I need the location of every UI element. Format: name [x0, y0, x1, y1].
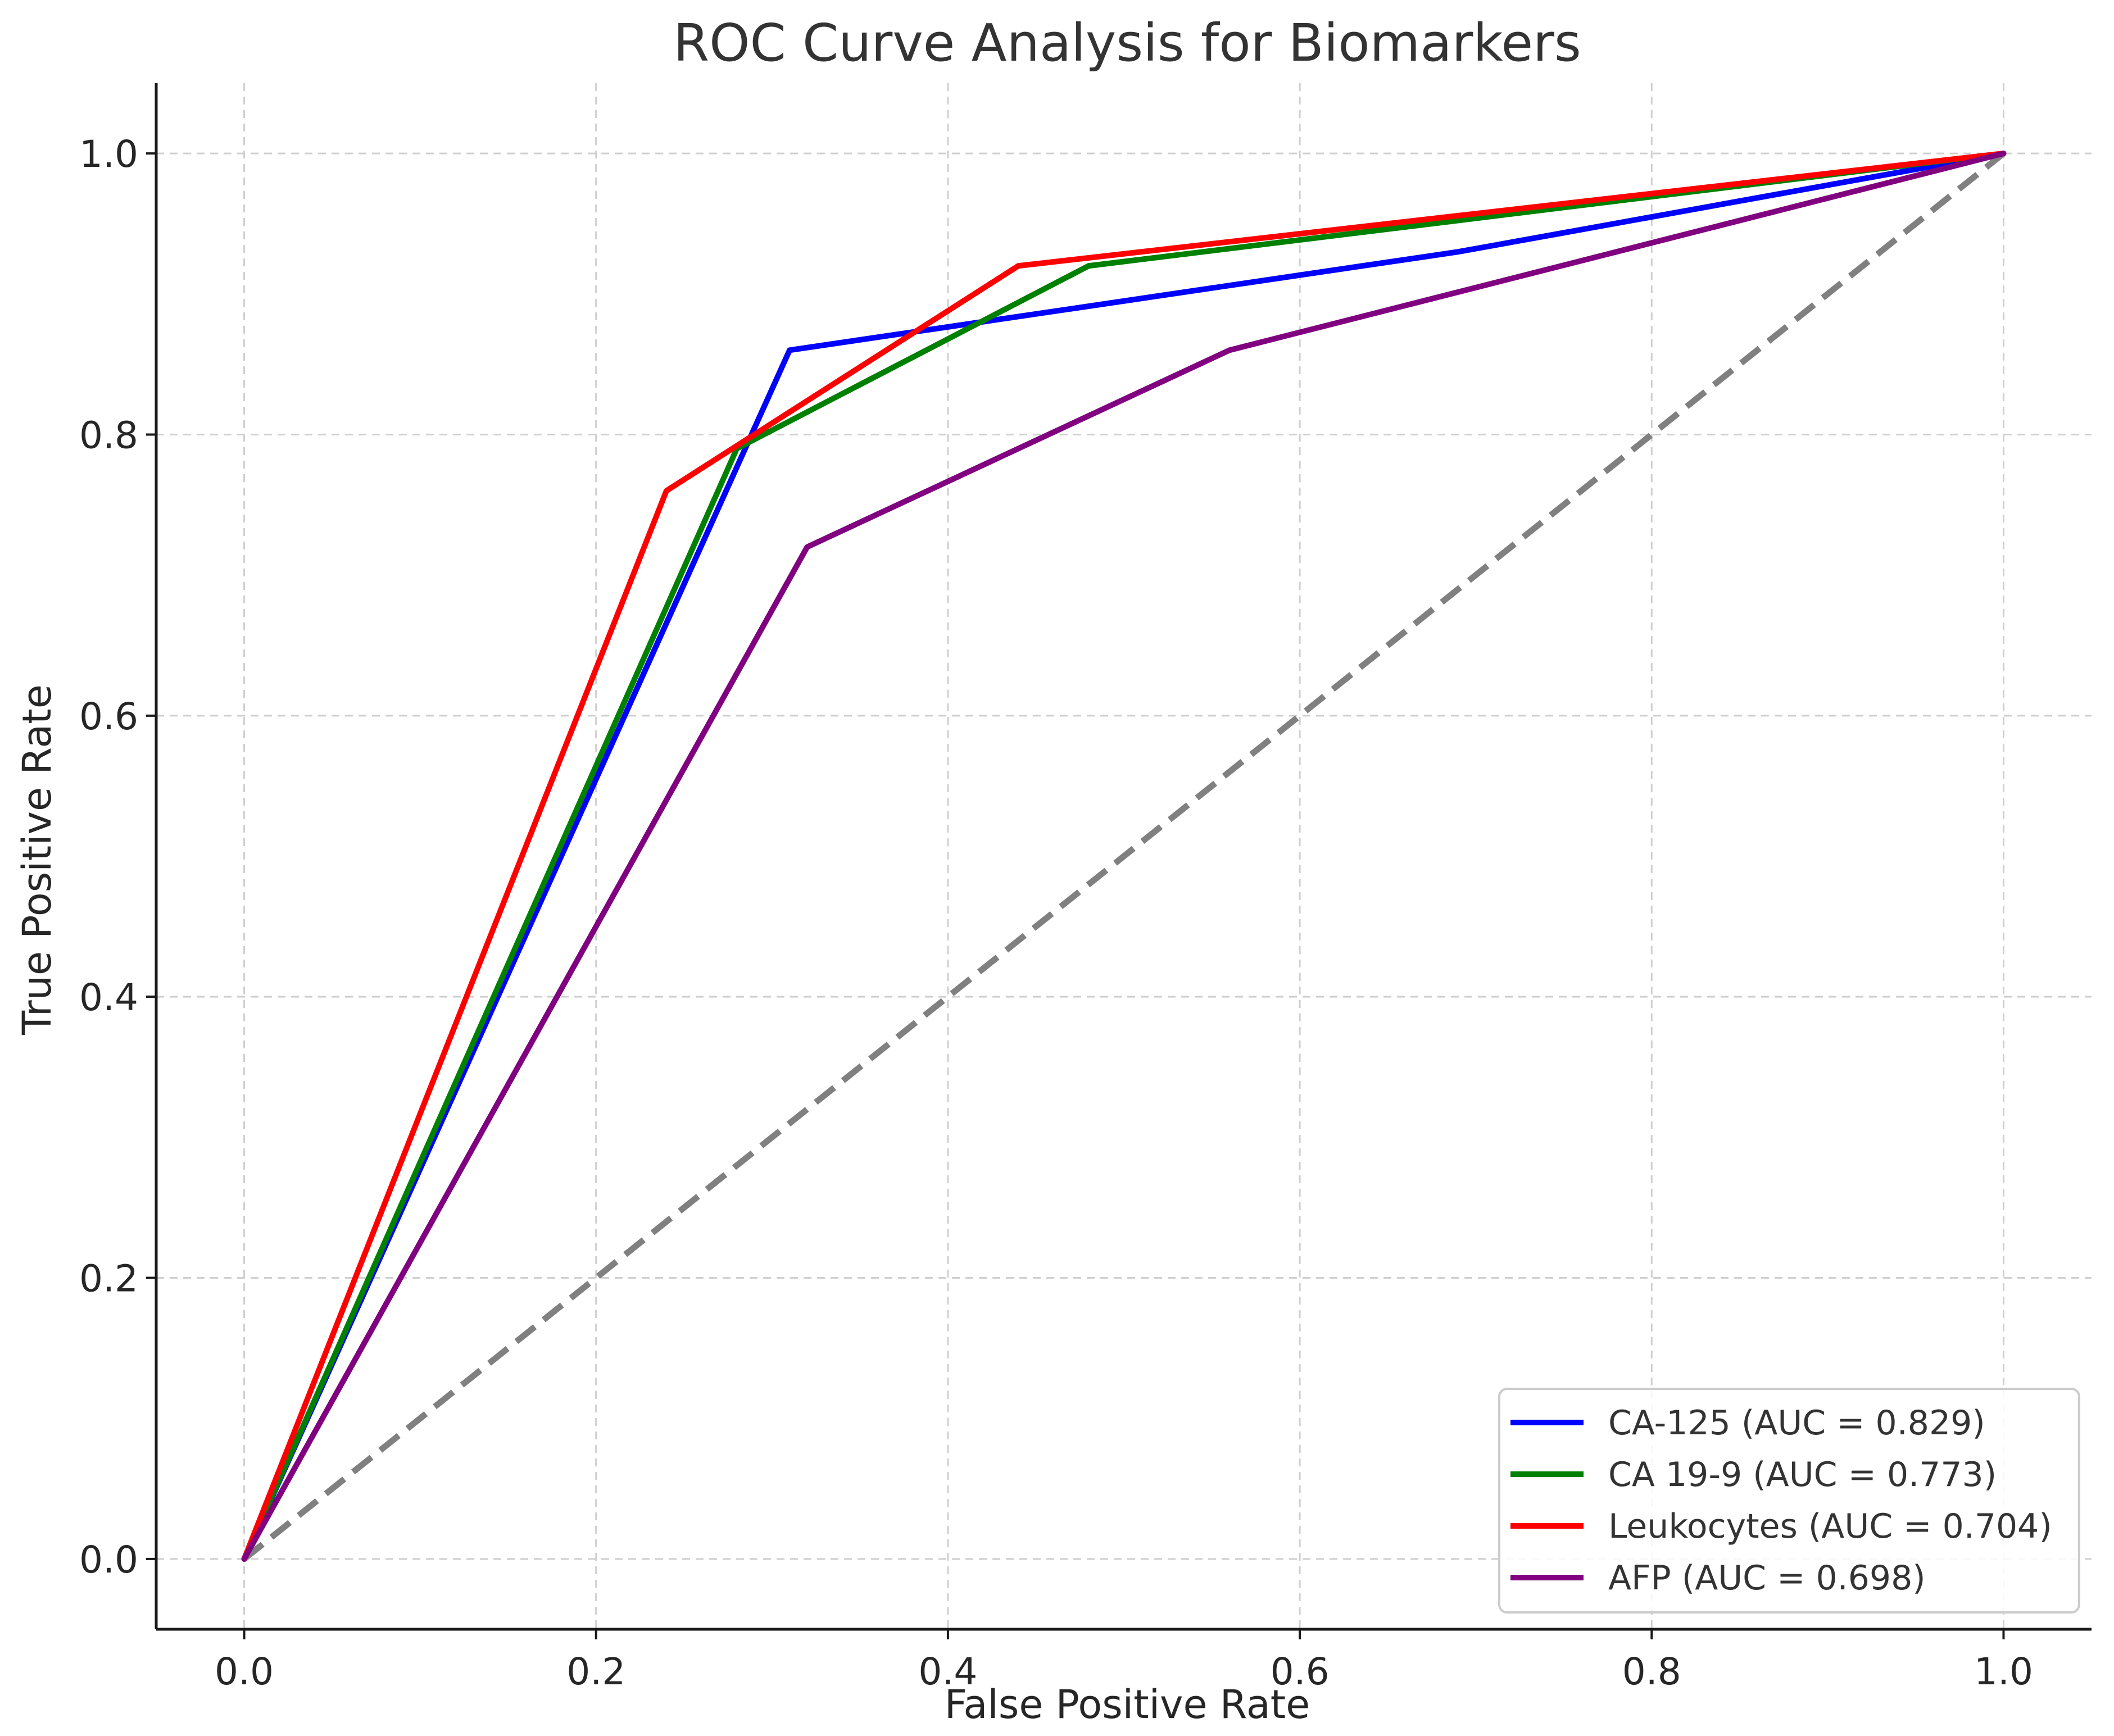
series-line-3: [241, 151, 2007, 1562]
x-tick-label-2: 0.4: [918, 1650, 977, 1693]
chart-title: ROC Curve Analysis for Biomarkers: [673, 13, 1581, 73]
y-tick-label-0: 0.0: [79, 1538, 138, 1582]
reference-diagonal-line: [242, 151, 2006, 1562]
y-tick-label-1: 0.2: [79, 1257, 138, 1301]
series-line-2: [241, 151, 2007, 1562]
y-tick-label-2: 0.4: [79, 976, 138, 1019]
legend-label-0: CA-125 (AUC = 0.829): [1608, 1403, 1985, 1443]
series-line-0: [241, 151, 2007, 1562]
y-tick-label-3: 0.6: [79, 695, 138, 738]
x-axis-label: False Positive Rate: [945, 1682, 1310, 1728]
y-tick-label-4: 0.8: [79, 413, 138, 457]
y-tick-label-5: 1.0: [79, 133, 138, 176]
x-axis-ticks: 0.0 0.2 0.4 0.6 0.8 1.0: [215, 1629, 2033, 1693]
series-line-1: [241, 151, 2007, 1562]
legend-label-2: Leukocytes (AUC = 0.704): [1608, 1507, 2052, 1546]
x-tick-label-0: 0.0: [215, 1650, 274, 1693]
x-tick-label-4: 0.8: [1622, 1650, 1681, 1693]
y-axis-label: True Positive Rate: [14, 684, 60, 1035]
axes-spines: [155, 83, 2092, 1631]
series-group: [241, 151, 2007, 1562]
y-axis-ticks: 0.0 0.2 0.4 0.6 0.8 1.0: [79, 133, 156, 1582]
legend: CA-125 (AUC = 0.829) CA 19-9 (AUC = 0.773…: [1498, 1388, 2080, 1614]
legend-box: [1498, 1388, 2080, 1614]
legend-label-1: CA 19-9 (AUC = 0.773): [1608, 1455, 1997, 1494]
reference-line-group: [242, 151, 2006, 1562]
x-tick-label-3: 0.6: [1271, 1650, 1330, 1693]
x-tick-label-1: 0.2: [566, 1650, 625, 1693]
x-tick-label-5: 1.0: [1974, 1650, 2033, 1693]
legend-label-3: AFP (AUC = 0.698): [1608, 1558, 1926, 1598]
